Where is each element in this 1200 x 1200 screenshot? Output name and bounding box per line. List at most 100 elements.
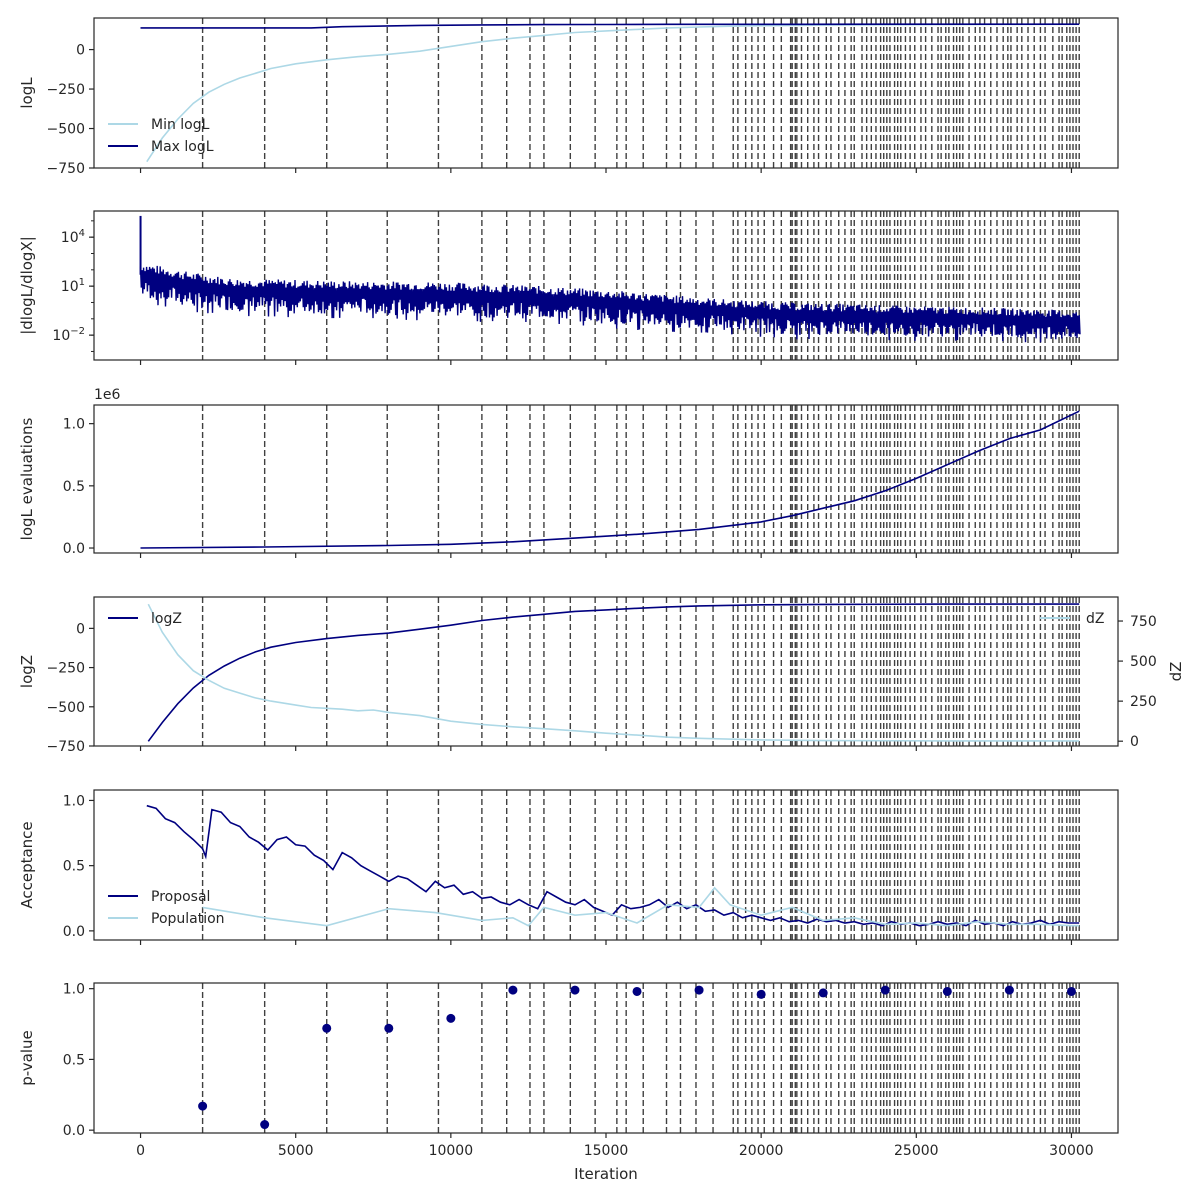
- panel-2: 104 101 10−2 |dlogL/dlogX|: [18, 210, 1119, 365]
- legend-label: Min logL: [151, 117, 210, 133]
- series-group: [146, 804, 1080, 927]
- insertion-lines: [201, 18, 1080, 168]
- series-group: [139, 215, 1081, 343]
- series-line: [147, 603, 1080, 742]
- x-axis: [139, 940, 1073, 945]
- series-line: [202, 886, 1080, 927]
- panel-3: 0.0 0.5 1.0 logL evaluations 1e6: [18, 387, 1119, 558]
- plot-frame: [93, 404, 1119, 554]
- legend-label: logZ: [151, 611, 182, 627]
- x-tick-label: 0: [136, 1143, 145, 1159]
- legend-label: Max logL: [151, 139, 214, 155]
- y-axis: 0.0 0.5 1.0: [63, 793, 94, 940]
- y-tick-label: −750: [47, 739, 85, 755]
- plot-frame: [93, 789, 1119, 941]
- x-axis: 0 5000 10000 15000 20000 25000 30000: [136, 1133, 1094, 1159]
- x-tick-label: 30000: [1049, 1143, 1094, 1159]
- legend: Proposal Population: [108, 889, 225, 927]
- data-point: [508, 985, 518, 995]
- series-group: [140, 410, 1080, 549]
- insertion-lines: [201, 790, 1080, 940]
- y2-axis-label: dZ: [1167, 662, 1185, 682]
- x-tick-label: 15000: [584, 1143, 629, 1159]
- y-offset-label: 1e6: [94, 387, 121, 403]
- data-point: [880, 985, 890, 995]
- plot-frame: [93, 982, 1119, 1134]
- y-axis: 0.0 0.5 1.0: [63, 417, 94, 557]
- y-tick-label: 1.0: [63, 417, 85, 433]
- legend: Min logL Max logL: [108, 117, 214, 155]
- data-point: [694, 985, 704, 995]
- legend-label: Proposal: [151, 889, 210, 905]
- data-point: [818, 988, 828, 998]
- data-point: [942, 986, 952, 996]
- x-tick-label: 5000: [278, 1143, 314, 1159]
- plot-frame: [93, 596, 1119, 747]
- data-point: [632, 986, 642, 996]
- y-tick-label: 0: [76, 621, 85, 637]
- y2-tick-label: 0: [1130, 734, 1139, 750]
- data-point: [1066, 986, 1076, 996]
- y-axis: 0.0 0.5 1.0: [63, 982, 94, 1139]
- y-tick-label: −500: [47, 700, 85, 716]
- data-point: [384, 1023, 394, 1033]
- y-tick-label: 0.0: [63, 541, 85, 557]
- x-axis: [139, 746, 1073, 751]
- x-axis: [139, 553, 1073, 558]
- y-tick-label: 0.5: [63, 479, 85, 495]
- legend-label: dZ: [1086, 611, 1104, 627]
- panel-6: 0.0 0.5 1.0 p-value 0 5000 10000 15000 20000 2500…: [18, 982, 1119, 1183]
- y-tick-label: 1.0: [63, 982, 85, 998]
- data-point: [446, 1013, 456, 1023]
- series-line: [147, 603, 1080, 742]
- x-axis: [139, 168, 1073, 173]
- y-axis-label: logL: [18, 77, 36, 109]
- y-tick-label: −250: [47, 82, 85, 98]
- y-axis: 104 101 10−2: [52, 220, 94, 352]
- series-line: [146, 23, 1080, 163]
- data-point: [322, 1023, 332, 1033]
- y2-axis: 750 500 250 0: [1118, 614, 1157, 750]
- y-tick-label: 0.0: [63, 924, 85, 940]
- y-tick-label: 101: [61, 277, 85, 295]
- x-tick-label: 25000: [894, 1143, 939, 1159]
- data-point: [198, 1101, 208, 1111]
- y-tick-label: 10−2: [52, 326, 85, 344]
- y-tick-label: −250: [47, 661, 85, 677]
- panel-4: 0 −250 −500 −750 logZ 750 500 250 0 dZ logZ dZ: [18, 596, 1185, 755]
- y-tick-label: 1.0: [63, 793, 85, 809]
- y-tick-label: −500: [47, 122, 85, 138]
- insertion-lines: [201, 597, 1080, 746]
- y-axis-label: p-value: [18, 1030, 36, 1086]
- y-tick-label: 0: [76, 43, 85, 59]
- y-tick-label: 104: [61, 228, 85, 246]
- y-tick-label: 0.0: [63, 1123, 85, 1139]
- x-axis: [139, 360, 1073, 365]
- plot-frame: [93, 17, 1119, 169]
- data-point: [570, 985, 580, 995]
- y-axis-label: |dlogL/dlogX|: [18, 236, 36, 335]
- insertion-lines: [201, 405, 1080, 553]
- series-line: [139, 265, 1081, 343]
- series-line: [140, 410, 1080, 549]
- y-axis-label: logZ: [18, 655, 36, 688]
- series-line: [146, 804, 1080, 927]
- series-group: [147, 603, 1080, 742]
- series-line: [140, 23, 1080, 29]
- y-axis-label: Acceptance: [18, 821, 36, 908]
- y-tick-label: 0.5: [63, 859, 85, 875]
- y2-tick-label: 750: [1130, 614, 1157, 630]
- y2-tick-label: 250: [1130, 694, 1157, 710]
- y-axis-label: logL evaluations: [18, 417, 36, 540]
- series-group: [198, 985, 1076, 1130]
- y2-tick-label: 500: [1130, 654, 1157, 670]
- data-point: [756, 989, 766, 999]
- y-axis: 0 −250 −500 −750: [47, 621, 94, 755]
- legend-label: Population: [151, 911, 225, 927]
- x-tick-label: 10000: [429, 1143, 474, 1159]
- y-axis: 0 −250 −500 −750: [47, 43, 94, 177]
- panel-5: 0.0 0.5 1.0 Acceptance Proposal Population: [18, 789, 1119, 945]
- y-tick-label: −750: [47, 161, 85, 177]
- series-group: [140, 23, 1080, 163]
